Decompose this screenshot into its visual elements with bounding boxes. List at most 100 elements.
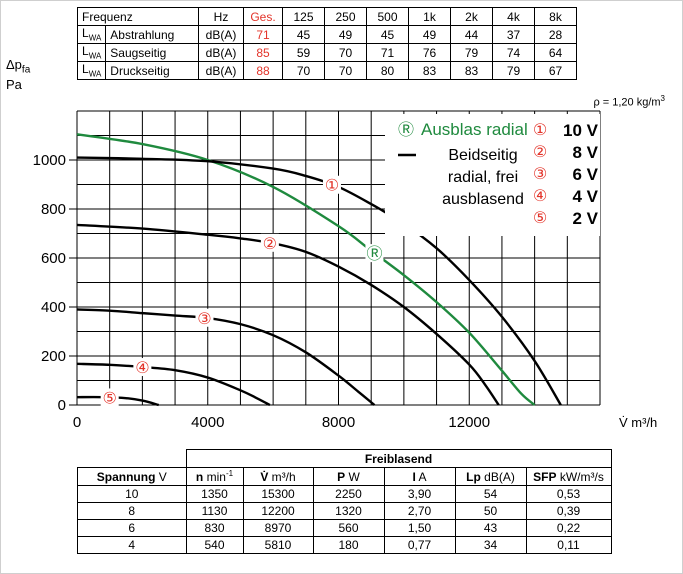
perf-cell: 3,90 xyxy=(383,485,456,503)
perf-cell: 1320 xyxy=(312,502,385,520)
legend-black-label-line: ausblasend xyxy=(442,191,524,208)
row-value: 83 xyxy=(408,61,451,80)
sound-row-saugseitig: LWA Saugseitig dB(A) 85 59 70 71 76 79 7… xyxy=(76,43,577,62)
perf-cell: 8 xyxy=(77,502,187,520)
perf-cell: 54 xyxy=(454,485,527,503)
y-tick-label: 400 xyxy=(41,299,66,316)
curve-marker-bg xyxy=(133,358,152,377)
perf-row: 10 1350 15300 2250 3,90 54 0,53 xyxy=(77,485,612,503)
col-p: P W xyxy=(312,467,385,486)
row-value: 71 xyxy=(366,43,409,62)
curve-2-v xyxy=(76,395,160,407)
y-tick-label: 800 xyxy=(41,201,66,218)
legend-speed-mark: ③ xyxy=(533,164,547,183)
row-value: 70 xyxy=(324,61,367,80)
row-value: 74 xyxy=(492,43,535,62)
perf-column-header-row: Spannung V n min-1 V̇ m³/h P W I A Lp dB… xyxy=(77,467,612,486)
legend-black-label-line: Beidseitig xyxy=(448,147,517,164)
row-value: 28 xyxy=(534,25,577,44)
row-unit: dB(A) xyxy=(198,25,244,44)
y-tick-label: 1000 xyxy=(33,152,66,169)
legend-green-symbol: Ⓡ xyxy=(398,120,414,139)
perf-cell: 830 xyxy=(185,519,244,537)
row-value: 45 xyxy=(366,25,409,44)
perf-cell: 12200 xyxy=(242,502,314,520)
row-label: Druckseitig xyxy=(105,61,199,80)
row-value: 44 xyxy=(450,25,493,44)
perf-cell: 0,22 xyxy=(525,519,612,537)
perf-cell: 34 xyxy=(454,536,527,554)
perf-blank-cell xyxy=(77,449,187,468)
legend-speed-mark: ① xyxy=(533,120,547,139)
perf-group-header: Freiblasend xyxy=(185,449,612,468)
y-axis-label: Δpfa Pa xyxy=(6,57,31,92)
legend-speed-mark: ② xyxy=(533,142,547,161)
row-value: 67 xyxy=(534,61,577,80)
perf-cell: 4 xyxy=(77,536,187,554)
perf-cell: 50 xyxy=(454,502,527,520)
curve-marker-label: Ⓡ xyxy=(366,244,382,263)
curve-marker-bg xyxy=(100,388,119,407)
curve-marker-label: ① xyxy=(325,176,339,195)
row-value: 49 xyxy=(408,25,451,44)
header-8k: 8k xyxy=(534,7,577,26)
x-axis-unit: V̇ m³/h xyxy=(619,415,658,430)
col-i: I A xyxy=(383,467,456,486)
col-lp: Lp dB(A) xyxy=(454,467,527,486)
x-tick-label: 12000 xyxy=(448,414,490,431)
curve-10-v xyxy=(76,156,562,406)
legend-speed-label: 10 V xyxy=(563,121,599,140)
lwa-cell: LWA xyxy=(76,25,107,44)
curve-marker-label: ④ xyxy=(135,358,149,377)
curve-marker-bg xyxy=(260,233,279,252)
perf-cell: 8970 xyxy=(242,519,314,537)
performance-table: Freiblasend Spannung V n min-1 V̇ m³/h P… xyxy=(77,449,612,554)
legend-speed-label: 8 V xyxy=(572,143,598,162)
perf-cell: 1130 xyxy=(185,502,244,520)
header-hz: Hz xyxy=(198,7,244,26)
perf-cell: 2,70 xyxy=(383,502,456,520)
col-n: n min-1 xyxy=(185,467,244,486)
perf-cell: 0,11 xyxy=(525,536,612,554)
col-spannung: Spannung V xyxy=(77,467,187,486)
row-unit: dB(A) xyxy=(198,61,244,80)
chart-legend: Ⓡ Ausblas radial Beidseitig radial, frei aus… xyxy=(385,114,600,236)
sound-power-table: Frequenz Hz Ges. 125 250 500 1k 2k 4k 8k… xyxy=(76,7,577,80)
perf-cell: 560 xyxy=(312,519,385,537)
curve-4-v xyxy=(76,362,271,407)
perf-cell: 1,50 xyxy=(383,519,456,537)
curve-marker-label: ② xyxy=(263,234,277,253)
perf-row: 8 1130 12200 1320 2,70 50 0,39 xyxy=(77,502,612,520)
y-tick-label: 200 xyxy=(41,348,66,365)
perf-cell: 0,39 xyxy=(525,502,612,520)
perf-cell: 0,77 xyxy=(383,536,456,554)
legend-speed-label: 6 V xyxy=(572,165,598,184)
sound-row-druckseitig: LWA Druckseitig dB(A) 88 70 70 80 83 83 … xyxy=(76,61,577,80)
x-tick-label: 0 xyxy=(73,414,81,431)
col-sfp: SFP kW/m³/s xyxy=(525,467,612,486)
sound-table-header: Frequenz Hz Ges. 125 250 500 1k 2k 4k 8k xyxy=(77,7,577,26)
header-500: 500 xyxy=(366,7,409,26)
perf-group-header-row: Freiblasend xyxy=(77,449,612,468)
perf-row: 4 540 5810 180 0,77 34 0,11 xyxy=(77,536,612,554)
perf-cell: 180 xyxy=(312,536,385,554)
perf-cell: 5810 xyxy=(242,536,314,554)
curve-8-v xyxy=(76,223,500,406)
legend-background xyxy=(385,114,600,236)
chart-axis-ticks: 0 4000 8000 12000 0 200 400 600 800 1000 xyxy=(33,152,490,431)
perf-cell: 6 xyxy=(77,519,187,537)
header-250: 250 xyxy=(324,7,367,26)
perf-cell: 43 xyxy=(454,519,527,537)
chart-curves: Ⓡ ① ② ③ ④ ⑤ xyxy=(76,133,562,407)
curve-6-v xyxy=(76,308,376,406)
air-density-note: ρ = 1,20 kg/m3 xyxy=(593,94,665,109)
legend-speed-mark: ⑤ xyxy=(533,208,547,227)
row-label: Abstrahlung xyxy=(105,25,199,44)
legend-black-label-line: radial, frei xyxy=(448,169,518,186)
row-total: 88 xyxy=(243,61,283,80)
perf-cell: 0,53 xyxy=(525,485,612,503)
curve-marker-bg xyxy=(322,175,341,194)
x-tick-label: 8000 xyxy=(322,414,355,431)
perf-cell: 1350 xyxy=(185,485,244,503)
